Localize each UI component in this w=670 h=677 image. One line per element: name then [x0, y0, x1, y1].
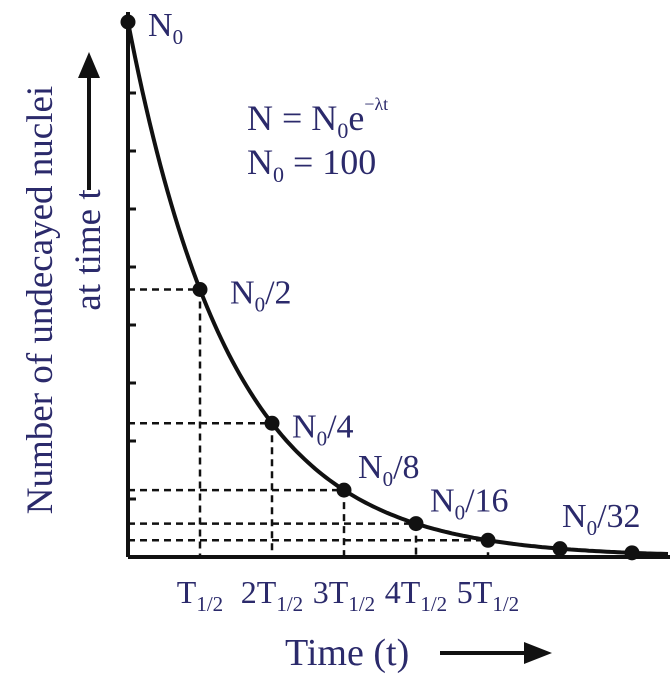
point-label: N0/4: [292, 408, 354, 450]
axes: [126, 12, 670, 559]
y-axis-arrow: [78, 52, 100, 190]
data-point: [624, 545, 640, 561]
point-label: N0/16: [430, 483, 509, 525]
y-axis-label-line1: Number of undecayed nuclei: [20, 86, 61, 514]
point-label: N0/8: [358, 449, 420, 491]
x-tick-label: 3T1/2: [313, 574, 375, 616]
point-labels: N0 N0/2 N0/4N0/8N0/16 N0/32: [148, 7, 641, 540]
data-point: [336, 482, 352, 498]
equation-line-2: N0 = 100: [247, 142, 376, 187]
decay-curve: [126, 21, 669, 556]
x-tick-label: 5T1/2: [457, 574, 519, 616]
equation-line-1: N = N0e−λt: [247, 94, 388, 143]
data-point: [480, 532, 496, 548]
point-label: N0/32: [562, 498, 641, 540]
data-point: [408, 516, 424, 532]
dashed-guides: [128, 288, 490, 557]
point-label: N0: [148, 7, 183, 49]
y-axis-ticks: [128, 91, 136, 501]
x-tick-label: 2T1/2: [241, 574, 303, 616]
x-axis-arrow: [440, 642, 552, 664]
x-tick-labels: T1/2 2T1/2 3T1/2 4T1/2 5T1/2: [177, 574, 519, 616]
point-label: N0/2: [230, 275, 292, 317]
x-tick-label: T1/2: [177, 574, 223, 616]
data-point: [552, 541, 568, 557]
data-point: [192, 282, 208, 297]
y-axis-label-line2: at time t: [68, 189, 109, 311]
data-point: [264, 415, 280, 431]
y-axis-label: Number of undecayed nuclei: [20, 86, 61, 514]
y-axis-label-2: at time t: [68, 189, 109, 311]
data-points: [120, 14, 640, 561]
x-axis-label: Time (t): [285, 632, 409, 674]
x-tick-label: 4T1/2: [385, 574, 447, 616]
data-point: [120, 14, 136, 30]
